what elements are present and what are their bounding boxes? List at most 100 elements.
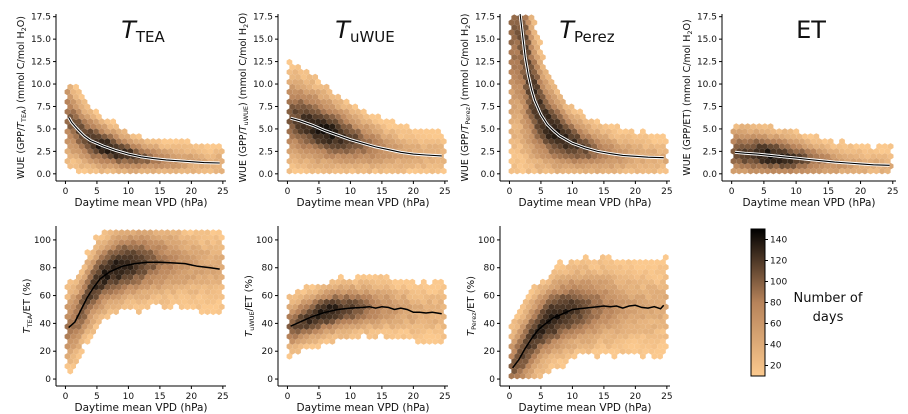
hexbin-cell xyxy=(520,167,526,175)
y-label-subscript: uWUE xyxy=(248,311,256,330)
hexbin-cell xyxy=(517,133,523,140)
hexbin-cell xyxy=(602,162,609,170)
hexbin-cell xyxy=(560,303,566,311)
hexbin-cell xyxy=(173,293,179,301)
hexbin-cell xyxy=(528,14,535,21)
hexbin-cell xyxy=(298,157,304,165)
hexbin-cell xyxy=(810,138,817,145)
hexbin-cell xyxy=(289,63,296,71)
hexbin-cell xyxy=(594,333,600,340)
hexbin-cell xyxy=(124,249,131,256)
hexbin-cell xyxy=(76,273,82,281)
hexbin-cell xyxy=(642,298,649,306)
hexbin-cell xyxy=(286,343,293,350)
hexbin-cell xyxy=(118,239,125,246)
hexbin-cell xyxy=(300,162,307,170)
hexbin-cell xyxy=(628,148,635,155)
hexbin-cell xyxy=(773,162,780,170)
hexbin-cell xyxy=(355,283,361,291)
hexbin-cell xyxy=(107,153,114,160)
hexbin-cell xyxy=(309,128,316,135)
hexbin-cell xyxy=(73,338,79,345)
hexbin-cell xyxy=(534,308,540,316)
hexbin-cell xyxy=(642,308,649,316)
hexbin-cell xyxy=(286,323,293,330)
hexbin-cell xyxy=(591,318,598,325)
hexbin-cell xyxy=(522,83,529,91)
hexbin-cell xyxy=(753,128,760,135)
hexbin-cell xyxy=(554,323,560,330)
hexbin-cell xyxy=(634,343,640,350)
hexbin-cell xyxy=(542,148,549,155)
hexbin-cell xyxy=(597,338,603,345)
hexbin-cell xyxy=(329,93,336,101)
hexbin-cell xyxy=(107,162,114,170)
hexbin-cell xyxy=(631,259,638,266)
hexbin-cell xyxy=(292,138,298,145)
hexbin-cell xyxy=(323,153,330,160)
hexbin-cell xyxy=(352,103,358,111)
hexbin-cell xyxy=(150,148,156,155)
hexbin-cell xyxy=(315,108,321,115)
hexbin-cell xyxy=(338,167,344,175)
hexbin-cell xyxy=(64,98,71,106)
hexbin-cell xyxy=(156,283,162,291)
hexbin-cell xyxy=(190,273,196,281)
hexbin-cell xyxy=(153,298,159,306)
hexbin-cell xyxy=(554,108,560,115)
hexbin-cell xyxy=(207,293,214,301)
hexbin-cell xyxy=(210,162,216,170)
hexbin-cell xyxy=(346,318,353,325)
hexbin-cell xyxy=(400,333,407,340)
hexbin-cell xyxy=(517,328,523,335)
hexbin-cell xyxy=(332,323,338,330)
hexbin-cell xyxy=(292,78,298,86)
hexbin-cell xyxy=(565,313,572,320)
hexbin-cell xyxy=(395,313,401,320)
hexbin-cell xyxy=(622,157,629,165)
hexbin-cell xyxy=(320,293,327,301)
hexbin-cell xyxy=(303,148,310,155)
hexbin-cell xyxy=(380,328,387,335)
hexbin-cell xyxy=(343,323,350,330)
x-axis-label: Daytime mean VPD (hPa) xyxy=(743,197,876,209)
hexbin-cell xyxy=(614,348,620,355)
hexbin-cell xyxy=(602,288,609,296)
hexbin-cell xyxy=(850,148,857,155)
hexbin-cell xyxy=(178,138,185,145)
hexbin-cell xyxy=(577,333,583,340)
hexbin-cell xyxy=(634,333,640,340)
hexbin-cell xyxy=(318,93,324,101)
hexbin-cell xyxy=(372,148,378,155)
y-label-subscript: uWUE xyxy=(242,106,250,125)
hexbin-cell xyxy=(435,157,441,165)
hexbin-cell xyxy=(73,348,79,355)
hexbin-cell xyxy=(318,153,324,160)
hexbin-cell xyxy=(363,328,370,335)
panel-title: TTEA xyxy=(121,16,165,46)
hexbin-cell xyxy=(113,259,119,266)
hexbin-cell xyxy=(742,128,748,135)
hexbin-cell xyxy=(78,123,85,130)
hexbin-cell xyxy=(542,68,549,76)
hexbin-cell xyxy=(406,303,413,311)
hexbin-cell xyxy=(104,263,111,271)
hexbin-cell xyxy=(657,167,663,175)
hexbin-cell xyxy=(594,273,600,281)
hexbin-cell xyxy=(326,293,333,301)
hexbin-cell xyxy=(551,133,558,140)
hexbin-cell xyxy=(93,234,99,241)
hexbin-cell xyxy=(642,133,649,140)
hexbin-cell xyxy=(631,348,638,355)
hexbin-cell xyxy=(514,157,520,165)
hexbin-cell xyxy=(343,333,350,340)
hexbin-cell xyxy=(528,367,535,375)
hexbin-cell xyxy=(81,108,88,115)
x-tick-label: 20 xyxy=(630,392,642,402)
hexbin-cell xyxy=(320,283,327,291)
y-tick-label: 7.5 xyxy=(481,102,495,112)
hexbin-cell xyxy=(300,338,307,345)
hexbin-cell xyxy=(218,244,225,251)
hexbin-cell xyxy=(338,98,344,106)
hexbin-cell xyxy=(101,288,108,296)
